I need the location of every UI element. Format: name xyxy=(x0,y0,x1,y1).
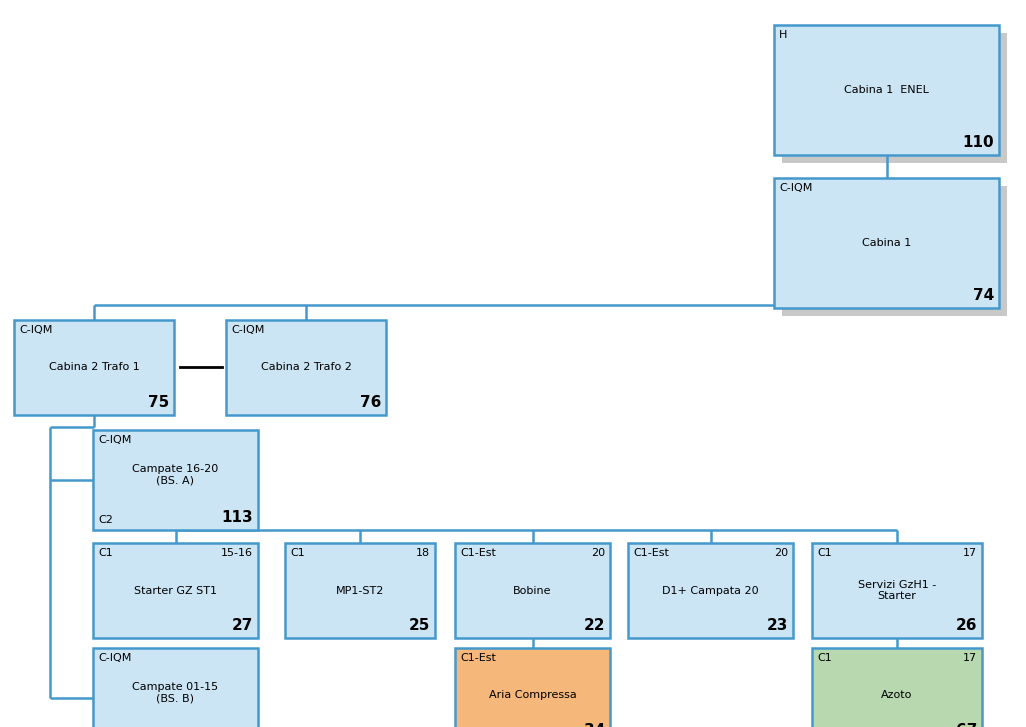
Text: 15-16: 15-16 xyxy=(221,548,253,558)
FancyBboxPatch shape xyxy=(14,320,174,415)
FancyBboxPatch shape xyxy=(93,430,258,530)
Text: 23: 23 xyxy=(766,618,788,633)
Text: 26: 26 xyxy=(955,618,977,633)
Text: 20: 20 xyxy=(591,548,605,558)
Text: Bobine: Bobine xyxy=(513,585,552,595)
Text: Campate 16-20
(BS. A): Campate 16-20 (BS. A) xyxy=(132,465,219,486)
Text: C-IQM: C-IQM xyxy=(19,325,52,335)
FancyBboxPatch shape xyxy=(93,648,258,727)
FancyBboxPatch shape xyxy=(812,543,982,638)
Text: D1+ Campata 20: D1+ Campata 20 xyxy=(662,585,759,595)
Text: Cabina 1  ENEL: Cabina 1 ENEL xyxy=(844,85,929,95)
Text: C2: C2 xyxy=(98,515,113,525)
Text: 113: 113 xyxy=(222,510,253,525)
Text: 25: 25 xyxy=(408,618,430,633)
FancyBboxPatch shape xyxy=(774,25,999,155)
FancyBboxPatch shape xyxy=(628,543,793,638)
Text: 75: 75 xyxy=(148,395,169,410)
FancyBboxPatch shape xyxy=(455,543,610,638)
Text: 34: 34 xyxy=(584,723,605,727)
Text: Starter GZ ST1: Starter GZ ST1 xyxy=(134,585,218,595)
FancyBboxPatch shape xyxy=(812,648,982,727)
Text: 22: 22 xyxy=(584,618,605,633)
Text: 110: 110 xyxy=(962,135,994,150)
Text: H: H xyxy=(779,30,787,40)
Text: C-IQM: C-IQM xyxy=(98,435,131,445)
FancyBboxPatch shape xyxy=(774,178,999,308)
Text: Cabina 2 Trafo 2: Cabina 2 Trafo 2 xyxy=(261,363,352,372)
FancyBboxPatch shape xyxy=(782,33,1007,163)
Text: Azoto: Azoto xyxy=(881,691,913,701)
Text: 76: 76 xyxy=(360,395,381,410)
Text: MP1-ST2: MP1-ST2 xyxy=(336,585,384,595)
Text: C1-Est: C1-Est xyxy=(460,653,496,663)
FancyBboxPatch shape xyxy=(782,186,1007,316)
FancyBboxPatch shape xyxy=(226,320,386,415)
Text: 20: 20 xyxy=(774,548,788,558)
Text: 74: 74 xyxy=(973,288,994,303)
Text: 17: 17 xyxy=(962,548,977,558)
Text: C-IQM: C-IQM xyxy=(98,653,131,663)
Text: 27: 27 xyxy=(232,618,253,633)
Text: Servizi GzH1 -
Starter: Servizi GzH1 - Starter xyxy=(858,579,936,601)
Text: Campate 01-15
(BS. B): Campate 01-15 (BS. B) xyxy=(132,682,219,704)
Text: C1: C1 xyxy=(290,548,305,558)
Text: C1-Est: C1-Est xyxy=(460,548,496,558)
Text: 18: 18 xyxy=(416,548,430,558)
Text: C1: C1 xyxy=(98,548,113,558)
FancyBboxPatch shape xyxy=(455,648,610,727)
Text: C-IQM: C-IQM xyxy=(779,183,813,193)
Text: Aria Compressa: Aria Compressa xyxy=(488,691,577,701)
Text: C1-Est: C1-Est xyxy=(633,548,669,558)
Text: Cabina 2 Trafo 1: Cabina 2 Trafo 1 xyxy=(48,363,140,372)
Text: C1: C1 xyxy=(817,548,832,558)
Text: 17: 17 xyxy=(962,653,977,663)
Text: 67: 67 xyxy=(955,723,977,727)
Text: C-IQM: C-IQM xyxy=(231,325,265,335)
FancyBboxPatch shape xyxy=(93,543,258,638)
FancyBboxPatch shape xyxy=(285,543,435,638)
Text: Cabina 1: Cabina 1 xyxy=(862,238,911,248)
Text: C1: C1 xyxy=(817,653,832,663)
